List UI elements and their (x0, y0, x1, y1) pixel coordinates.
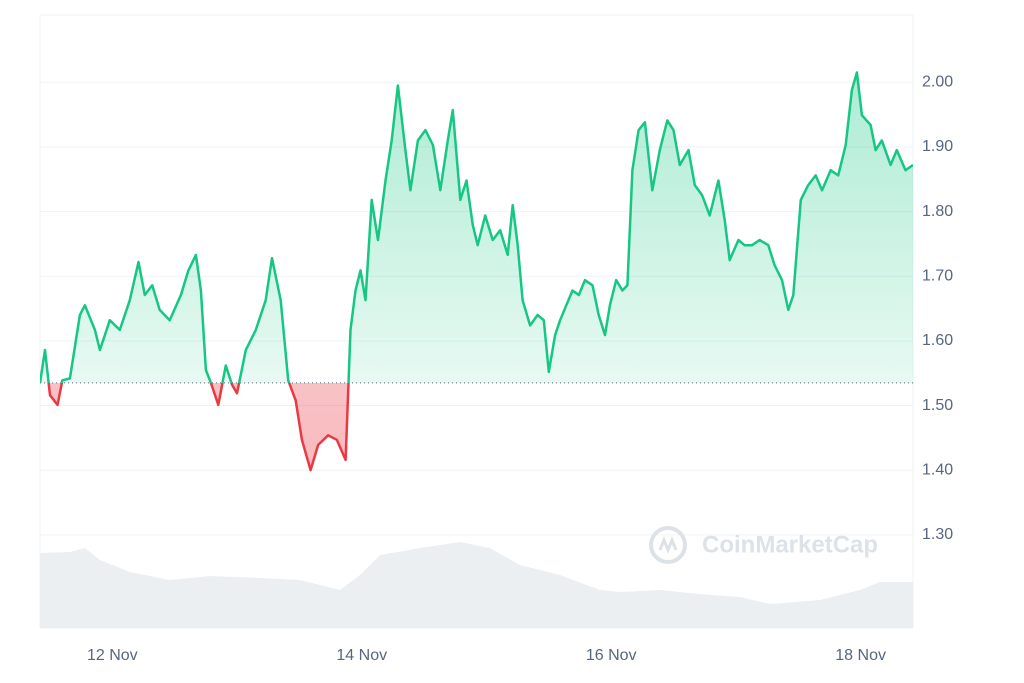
y-tick-label: 1.50 (922, 397, 953, 414)
watermark-text: CoinMarketCap (702, 531, 878, 558)
y-tick-label: 1.70 (922, 267, 953, 284)
x-tick-label: 16 Nov (586, 647, 637, 664)
price-line-up (40, 71, 913, 383)
x-tick-label: 12 Nov (87, 647, 138, 664)
y-tick-label: 1.80 (922, 203, 953, 220)
area-below (48, 382, 349, 471)
area-above (40, 72, 913, 383)
x-tick-label: 14 Nov (336, 647, 387, 664)
x-tick-label: 18 Nov (835, 647, 886, 664)
y-tick-label: 1.30 (922, 526, 953, 543)
watermark: CoinMarketCap (649, 526, 878, 564)
y-tick-label: 1.40 (922, 461, 953, 478)
y-tick-label: 1.90 (922, 138, 953, 155)
y-tick-label: 2.00 (922, 73, 953, 90)
volume-area (40, 542, 913, 628)
y-tick-label: 1.60 (922, 332, 953, 349)
